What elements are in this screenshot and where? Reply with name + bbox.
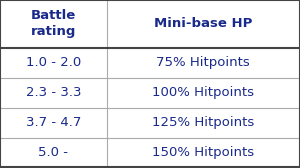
Bar [106, 0, 300, 48]
Text: 1.0 - 2.0: 1.0 - 2.0 [26, 56, 81, 69]
Bar [106, 78, 300, 108]
Text: 2.3 - 3.3: 2.3 - 3.3 [26, 86, 81, 99]
Bar [106, 108, 300, 138]
Bar [106, 48, 300, 78]
Text: 150% Hitpoints: 150% Hitpoints [152, 146, 254, 159]
Bar [0, 108, 106, 138]
Text: 100% Hitpoints: 100% Hitpoints [152, 86, 254, 99]
Bar [106, 138, 300, 167]
Bar [0, 48, 106, 78]
Bar [0, 78, 106, 108]
Text: 3.7 - 4.7: 3.7 - 4.7 [26, 116, 81, 129]
Text: 125% Hitpoints: 125% Hitpoints [152, 116, 254, 129]
Bar [0, 0, 106, 48]
Bar [0, 138, 106, 167]
Text: Battle
rating: Battle rating [31, 9, 76, 38]
Text: 75% Hitpoints: 75% Hitpoints [156, 56, 250, 69]
Text: Mini-base HP: Mini-base HP [154, 17, 252, 30]
Text: 5.0 -: 5.0 - [38, 146, 68, 159]
